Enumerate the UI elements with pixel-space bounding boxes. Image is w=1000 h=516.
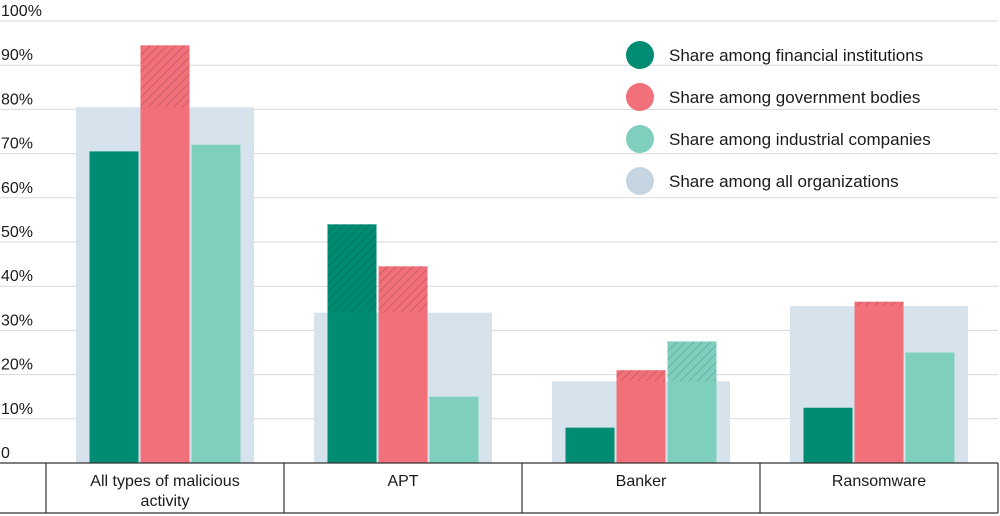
bar-share-among-government-bodies xyxy=(616,370,666,463)
bar-excess-hatch xyxy=(327,224,377,313)
bar-share-among-industrial-companies xyxy=(191,144,241,463)
segment-bars xyxy=(89,45,955,464)
bar-excess-hatch xyxy=(378,266,428,313)
y-tick-label: 40% xyxy=(1,268,33,285)
x-tick-label: activity xyxy=(141,493,190,510)
axes: 0 10% 20% 30% 40% 50% 60% 70% 80% 90% 100% All type… xyxy=(0,3,999,514)
bar-excess-hatch xyxy=(616,370,666,382)
y-tick-label: 30% xyxy=(1,312,33,329)
x-tick-label: Banker xyxy=(616,473,667,490)
y-tick-label: 90% xyxy=(1,47,33,64)
bar-excess-hatch xyxy=(667,341,717,382)
x-tick-label: All types of malicious xyxy=(90,473,239,490)
y-tick-label: 50% xyxy=(1,224,33,241)
bar-excess-hatch xyxy=(854,301,904,307)
y-tick-label: 80% xyxy=(1,91,33,108)
y-tick-label: 70% xyxy=(1,136,33,153)
bar-share-among-industrial-companies xyxy=(429,396,479,463)
legend-swatch xyxy=(626,83,654,111)
x-tick-label: APT xyxy=(387,473,418,490)
bar-share-among-financial-institutions xyxy=(803,407,853,463)
legend-label: Share among financial institutions xyxy=(669,46,923,65)
y-tick-label: 20% xyxy=(1,357,33,374)
y-tick-label: 0 xyxy=(1,445,10,462)
bar-share-among-financial-institutions xyxy=(565,427,615,463)
bar-share-among-government-bodies xyxy=(854,301,904,463)
legend-label: Share among government bodies xyxy=(669,88,920,107)
bar-excess-hatch xyxy=(140,45,190,108)
y-tick-label: 10% xyxy=(1,401,33,418)
bar-share-among-industrial-companies xyxy=(905,352,955,463)
legend-label: Share among all organizations xyxy=(669,172,899,191)
bar-share-among-financial-institutions xyxy=(89,151,139,463)
legend-swatch xyxy=(626,167,654,195)
legend-swatch xyxy=(626,41,654,69)
legend-label: Share among industrial companies xyxy=(669,130,931,149)
legend: Share among financial institutions Share … xyxy=(626,41,931,195)
bar-share-among-government-bodies xyxy=(140,45,190,464)
y-tick-label: 60% xyxy=(1,180,33,197)
y-tick-label: 100% xyxy=(1,3,42,20)
x-tick-label: Ransomware xyxy=(832,473,926,490)
legend-swatch xyxy=(626,125,654,153)
